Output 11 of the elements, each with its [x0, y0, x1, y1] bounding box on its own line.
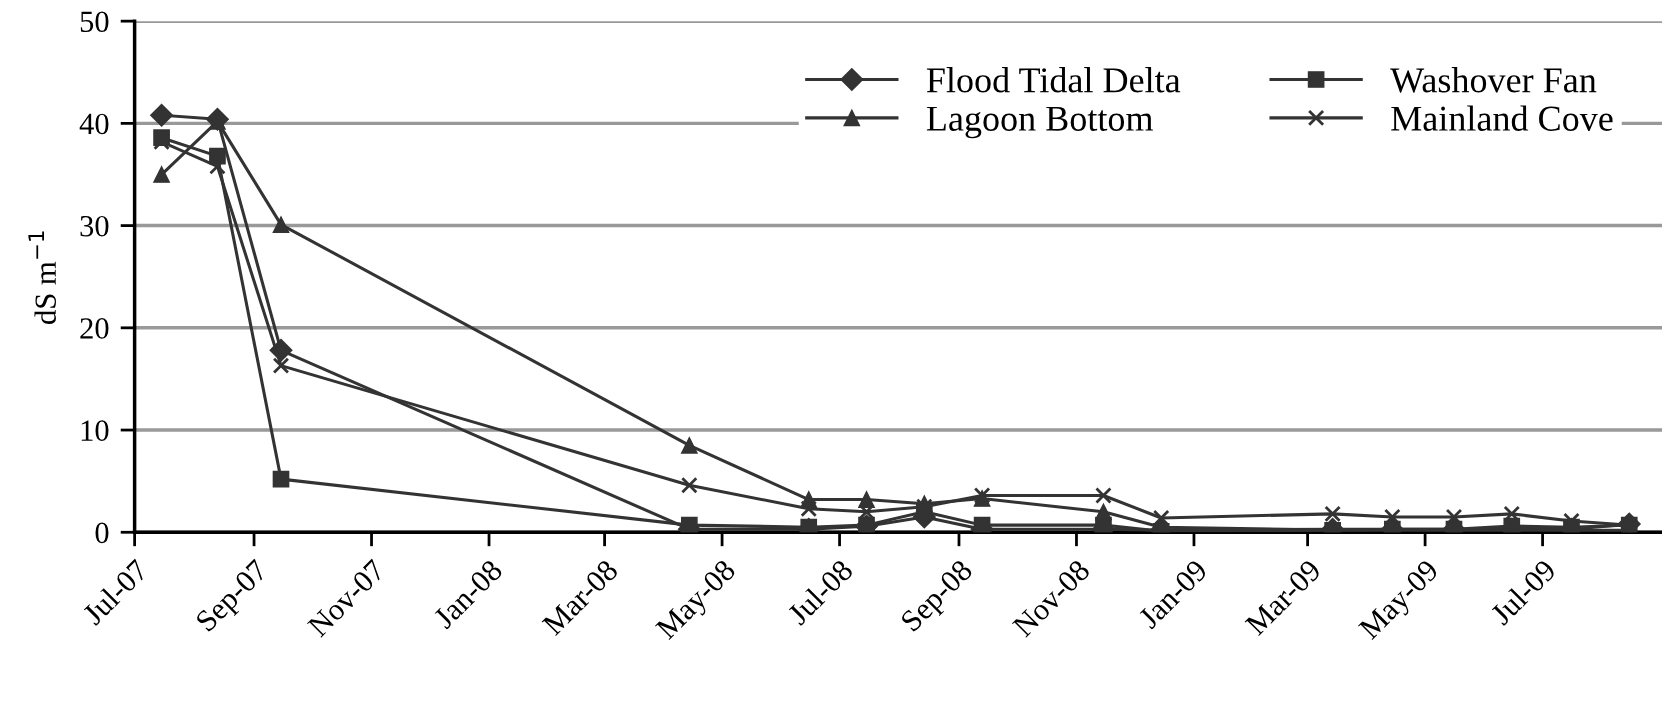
legend-label: Lagoon Bottom	[926, 106, 1153, 139]
y-tick-label: 40	[79, 113, 109, 135]
legend-label: Washover Fan	[1390, 67, 1597, 93]
legend-label: Flood Tidal Delta	[926, 67, 1181, 93]
legend-label: Mainland Cove	[1391, 105, 1613, 131]
y-tick-label: 20	[80, 318, 109, 339]
y-tick-label: 10	[81, 420, 109, 441]
y-axis-title: dS m$^{−1}$	[28, 231, 56, 324]
y-tick-label: 50	[80, 11, 109, 33]
y-tick-label: 0	[95, 522, 109, 544]
y-tick-label: 30	[80, 215, 109, 237]
